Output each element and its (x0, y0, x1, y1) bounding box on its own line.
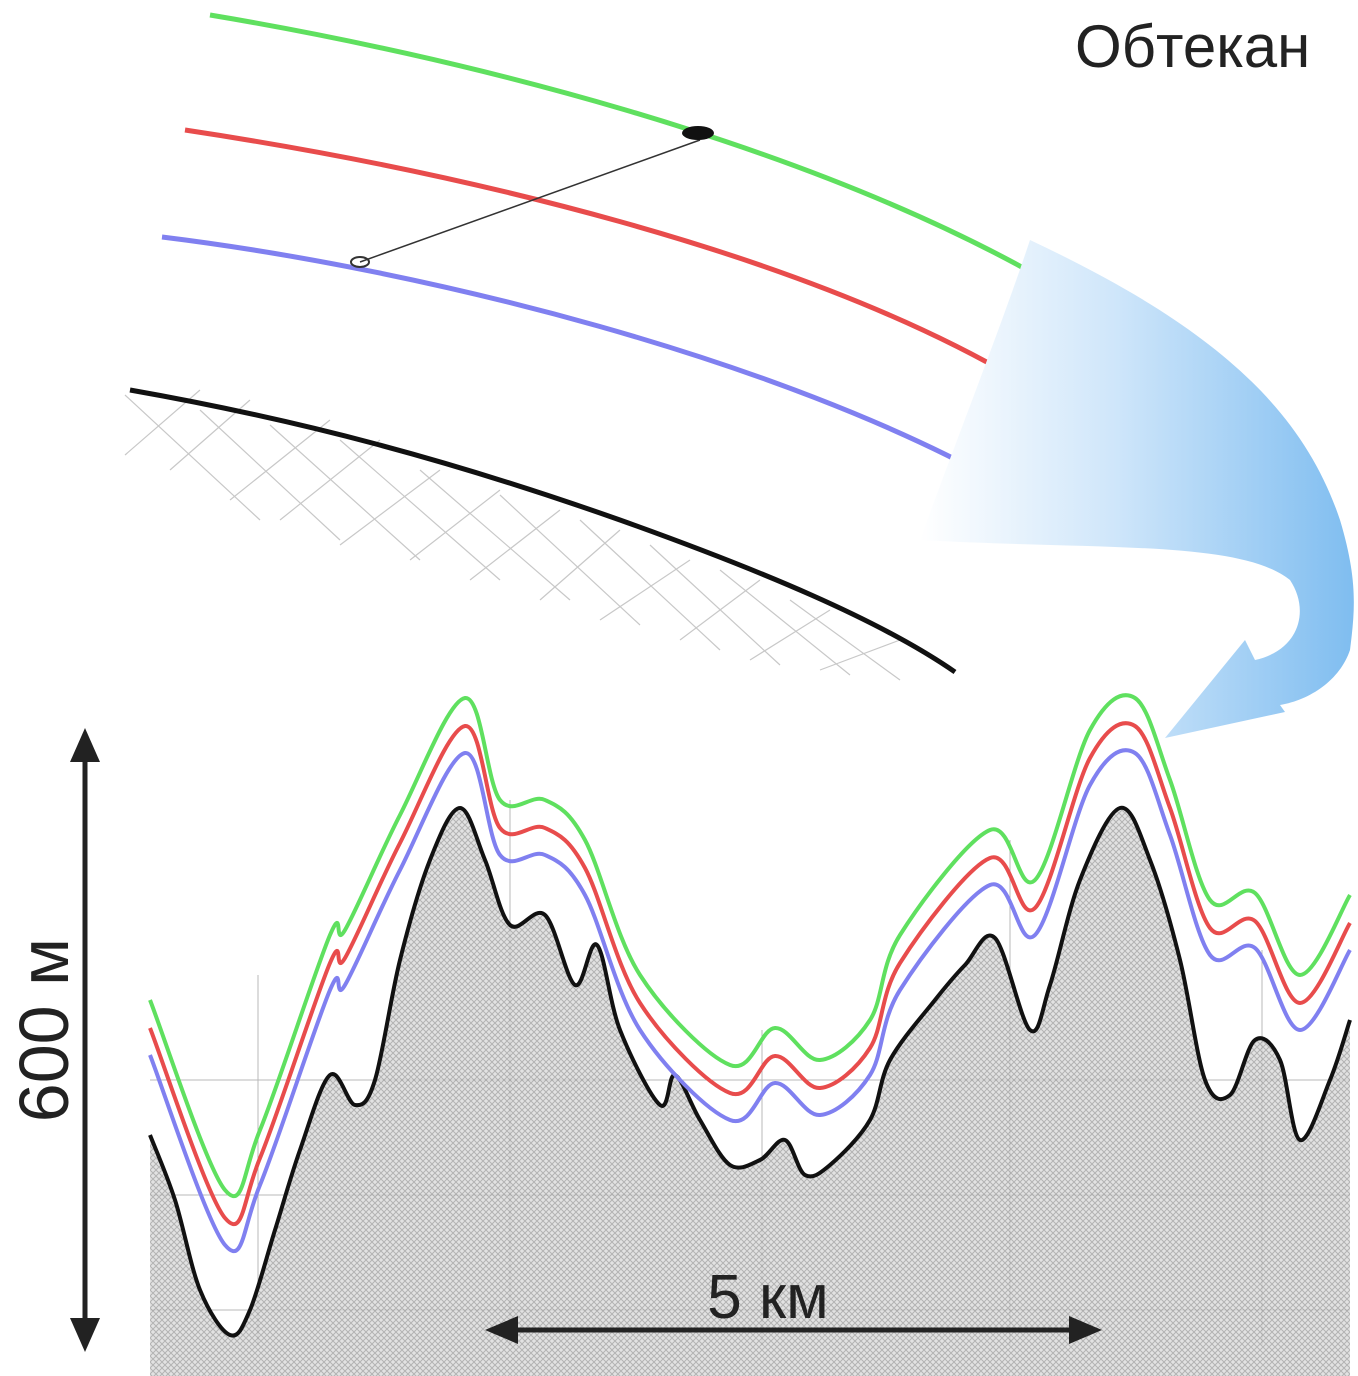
altitude-line-blue (148, 748, 1352, 1254)
flight-line-green (209, 12, 1047, 283)
vertical-scale-arrow (70, 728, 100, 1352)
terrain-line (148, 805, 1352, 1338)
flight-line-blue (161, 234, 1002, 486)
vertical-scale-label: 600 м (5, 938, 83, 1122)
terrain-profile (129, 387, 957, 675)
ground-hatch (124, 389, 901, 681)
flight-line-red (184, 127, 1024, 385)
title: Обтекан (1075, 13, 1310, 80)
altitude-line-red (148, 721, 1352, 1227)
cable (359, 139, 701, 263)
horizontal-scale-label: 5 км (707, 1263, 828, 1332)
towed-sensor (350, 256, 370, 268)
transition-arrow (920, 240, 1354, 738)
helicopter (682, 126, 714, 140)
altitude-line-green (148, 693, 1352, 1199)
horizontal-scale-arrow (485, 1316, 1102, 1344)
terrain-fill (150, 807, 1350, 1376)
